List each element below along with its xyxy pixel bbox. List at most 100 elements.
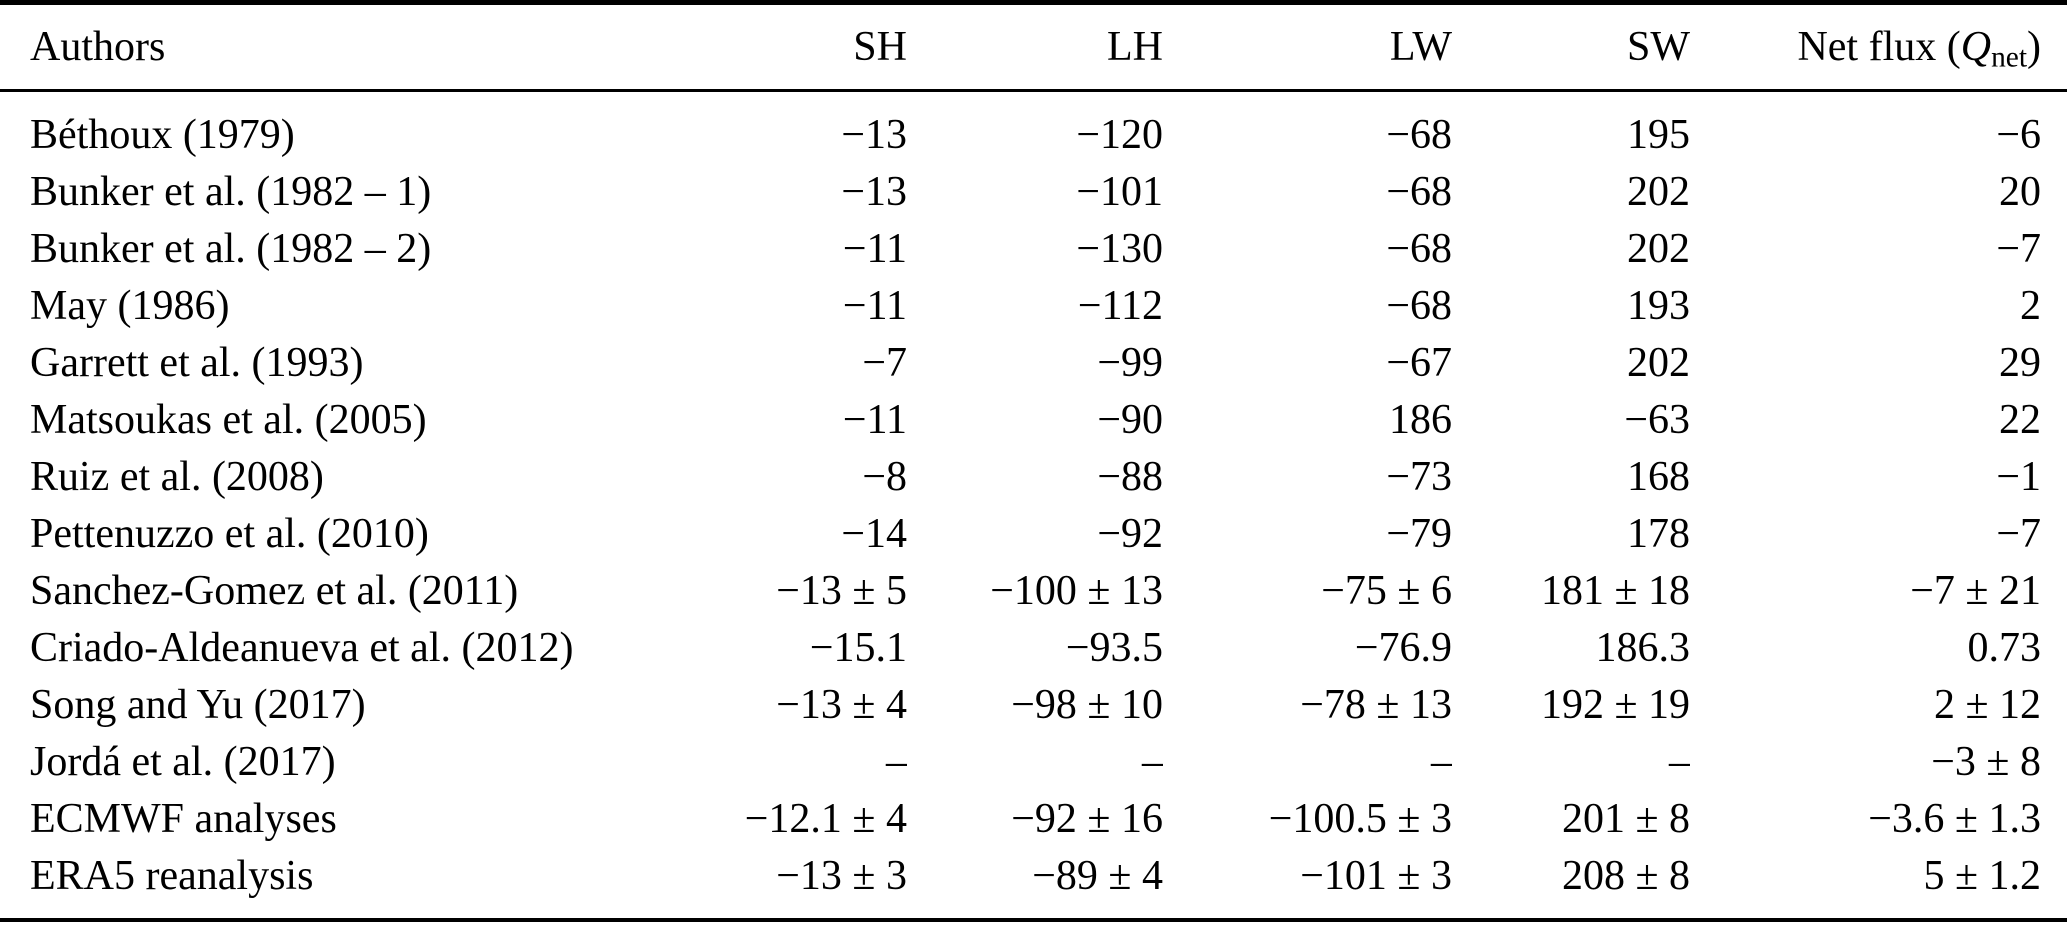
net-flux-cell: −7 <box>1996 225 2041 272</box>
author-cell: Matsoukas et al. (2005) <box>30 396 427 443</box>
lw-cell: −79 <box>1386 510 1452 557</box>
author-cell: Ruiz et al. (2008) <box>30 453 324 500</box>
lh-cell: −92 <box>1097 510 1163 557</box>
author-cell: Bunker et al. (1982 – 2) <box>30 225 432 272</box>
lw-cell: 186 <box>1389 396 1452 443</box>
net-flux-cell: 22 <box>1999 396 2041 443</box>
net-flux-cell: 2 ± 12 <box>1933 681 2041 728</box>
net-flux-cell: 20 <box>1999 168 2041 215</box>
col-header-net-flux: Net flux (Qnet) <box>1690 3 2067 91</box>
sh-cell: −13 <box>841 111 907 158</box>
lw-cell: – <box>1431 738 1452 785</box>
sh-cell: −7 <box>862 339 907 386</box>
col-header-lh: LH <box>1107 24 1163 70</box>
sw-cell: 186.3 <box>1595 624 1691 671</box>
author-cell: Jordá et al. (2017) <box>30 738 336 785</box>
sh-cell: −11 <box>842 225 907 272</box>
net-flux-cell: −3.6 ± 1.3 <box>1868 795 2041 842</box>
net-flux-q-symbol: Q <box>1960 24 1992 70</box>
sw-cell: 202 <box>1627 339 1690 386</box>
sh-cell: −13 ± 4 <box>776 681 907 728</box>
sh-cell: −11 <box>842 396 907 443</box>
table-row: Ruiz et al. (2008) −8 −88 −73 168 −1 <box>0 448 2067 505</box>
table-row: Sanchez-Gomez et al. (2011) −13 ± 5 −100… <box>0 562 2067 619</box>
sw-cell: 181 ± 18 <box>1540 567 1690 614</box>
author-cell: ECMWF analyses <box>30 795 337 842</box>
table-row: Bunker et al. (1982 – 1) −13 −101 −68 20… <box>0 163 2067 220</box>
net-flux-cell: −6 <box>1996 111 2041 158</box>
sw-cell: 195 <box>1627 111 1690 158</box>
sw-cell: 168 <box>1627 453 1690 500</box>
sh-cell: −11 <box>842 282 907 329</box>
sw-cell: 178 <box>1627 510 1690 557</box>
lw-cell: −76.9 <box>1354 624 1452 671</box>
net-flux-cell: −3 ± 8 <box>1931 738 2041 785</box>
lh-cell: −112 <box>1077 282 1163 329</box>
net-flux-cell: 0.73 <box>1967 624 2042 671</box>
lw-cell: −68 <box>1386 282 1452 329</box>
sw-cell: 202 <box>1627 168 1690 215</box>
lh-cell: −89 ± 4 <box>1032 852 1163 899</box>
lw-cell: −75 ± 6 <box>1321 567 1452 614</box>
sw-cell: 193 <box>1627 282 1690 329</box>
sh-cell: −13 ± 3 <box>776 852 907 899</box>
lh-cell: −90 <box>1097 396 1163 443</box>
net-flux-close-paren: ) <box>2027 24 2041 70</box>
author-cell: Criado-Aldeanueva et al. (2012) <box>30 624 574 671</box>
lh-cell: −100 ± 13 <box>990 567 1163 614</box>
lh-cell: −98 ± 10 <box>1011 681 1163 728</box>
table-row: Pettenuzzo et al. (2010) −14 −92 −79 178… <box>0 505 2067 562</box>
lw-cell: −68 <box>1386 225 1452 272</box>
author-cell: Song and Yu (2017) <box>30 681 366 728</box>
table-row: Song and Yu (2017) −13 ± 4 −98 ± 10 −78 … <box>0 676 2067 733</box>
lw-cell: −78 ± 13 <box>1300 681 1452 728</box>
sw-cell: 208 ± 8 <box>1561 852 1690 899</box>
table-row: May (1986) −11 −112 −68 193 2 <box>0 277 2067 334</box>
lh-cell: −120 <box>1076 111 1163 158</box>
col-header-sw: SW <box>1627 24 1690 70</box>
net-flux-cell: 29 <box>1999 339 2041 386</box>
col-header-authors: Authors <box>30 24 166 70</box>
lw-cell: −68 <box>1386 111 1452 158</box>
author-cell: May (1986) <box>30 282 230 329</box>
sw-cell: 202 <box>1627 225 1690 272</box>
sh-cell: −13 <box>841 168 907 215</box>
lw-cell: −73 <box>1386 453 1452 500</box>
sh-cell: −12.1 ± 4 <box>744 795 907 842</box>
sw-cell: – <box>1669 738 1690 785</box>
sh-cell: – <box>886 738 907 785</box>
table-row: Matsoukas et al. (2005) −11 −90 186 −63 … <box>0 391 2067 448</box>
net-flux-cell: −7 <box>1996 510 2041 557</box>
table-row: Criado-Aldeanueva et al. (2012) −15.1 −9… <box>0 619 2067 676</box>
author-cell: Béthoux (1979) <box>30 111 295 158</box>
lh-cell: −88 <box>1097 453 1163 500</box>
sw-cell: −63 <box>1624 396 1690 443</box>
table-row: Béthoux (1979) −13 −120 −68 195 −6 <box>0 91 2067 164</box>
lh-cell: −130 <box>1076 225 1163 272</box>
lw-cell: −101 ± 3 <box>1300 852 1452 899</box>
lw-cell: −68 <box>1386 168 1452 215</box>
table-row: Bunker et al. (1982 – 2) −11 −130 −68 20… <box>0 220 2067 277</box>
author-cell: Garrett et al. (1993) <box>30 339 364 386</box>
net-flux-cell: −1 <box>1996 453 2041 500</box>
col-header-lw: LW <box>1389 24 1452 70</box>
author-cell: Sanchez-Gomez et al. (2011) <box>30 567 519 614</box>
lh-cell: −93.5 <box>1065 624 1163 671</box>
lh-cell: −99 <box>1097 339 1163 386</box>
lw-cell: −100.5 ± 3 <box>1268 795 1452 842</box>
sh-cell: −13 ± 5 <box>776 567 907 614</box>
sw-cell: 192 ± 19 <box>1540 681 1690 728</box>
sw-cell: 201 ± 8 <box>1561 795 1690 842</box>
table-row: ERA5 reanalysis −13 ± 3 −89 ± 4 −101 ± 3… <box>0 847 2067 920</box>
net-flux-subscript: net <box>1991 41 2027 74</box>
net-flux-label: Net flux ( <box>1797 24 1961 70</box>
author-cell: ERA5 reanalysis <box>30 852 314 899</box>
lw-cell: −67 <box>1386 339 1452 386</box>
lh-cell: −101 <box>1076 168 1163 215</box>
table-row: ECMWF analyses −12.1 ± 4 −92 ± 16 −100.5… <box>0 790 2067 847</box>
table-row: Jordá et al. (2017) – – – – −3 ± 8 <box>0 733 2067 790</box>
net-flux-cell: −7 ± 21 <box>1910 567 2041 614</box>
lh-cell: −92 ± 16 <box>1011 795 1163 842</box>
